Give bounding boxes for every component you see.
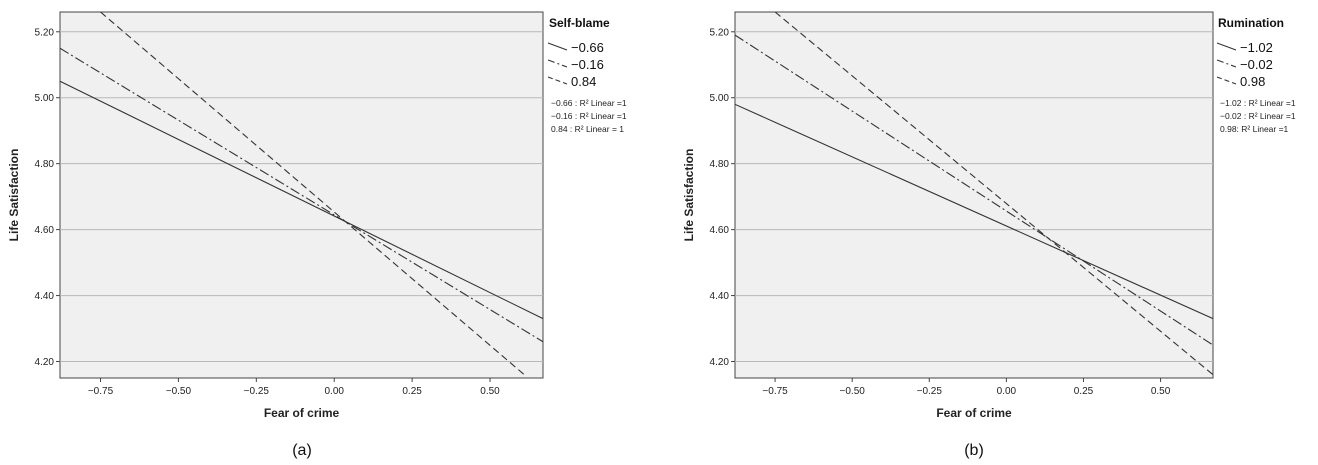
y-tick-label: 4.20 bbox=[710, 357, 730, 368]
legend-title: Rumination bbox=[1218, 16, 1284, 30]
series-line-2 bbox=[100, 12, 525, 376]
x-tick-label: −0.50 bbox=[840, 386, 866, 397]
y-tick-label: 5.20 bbox=[710, 27, 730, 38]
y-tick-label: 5.00 bbox=[710, 93, 730, 104]
chart-panel-a: 4.20 4.40 4.60 4.80 5.00 5.20 −0.75 −0.50 −0.25 0… bbox=[7, 11, 627, 459]
series-line-0 bbox=[735, 103, 1213, 320]
legend-label: −0.16 bbox=[571, 57, 604, 72]
x-tick-label: 0.50 bbox=[1151, 386, 1171, 397]
x-tick-label: 0.00 bbox=[997, 386, 1017, 397]
r2-label: −0.02 : R² Linear =1 bbox=[1220, 111, 1296, 121]
y-tick-label: 4.40 bbox=[35, 291, 55, 302]
legend-label: −0.02 bbox=[1240, 57, 1273, 72]
chart-panel-b: 4.20 4.40 4.60 4.80 5.00 5.20 −0.75 −0.50 −0.25 0… bbox=[682, 11, 1296, 459]
legend-label: 0.84 bbox=[571, 74, 596, 89]
y-axis-title: Life Satisfaction bbox=[7, 149, 21, 242]
legend-swatch-1 bbox=[547, 59, 568, 68]
x-axis-title: Fear of crime bbox=[936, 406, 1012, 420]
r2-label: 0.84 : R² Linear = 1 bbox=[551, 124, 624, 134]
x-tick-label: −0.75 bbox=[762, 386, 788, 397]
r2-label: −0.16 : R² Linear =1 bbox=[551, 111, 627, 121]
panel-caption: (a) bbox=[292, 442, 312, 459]
y-tick-label: 5.20 bbox=[35, 27, 55, 38]
legend-label: −0.66 bbox=[571, 40, 604, 55]
plot-area bbox=[734, 11, 1214, 379]
legend: Rumination −1.02 −0.02 0.98 −1.02 : R² Linea… bbox=[1216, 16, 1296, 134]
y-tick-label: 5.00 bbox=[35, 93, 55, 104]
y-tick-label: 4.60 bbox=[35, 225, 55, 236]
series-line-0 bbox=[60, 80, 543, 320]
r2-label: −0.66 : R² Linear =1 bbox=[551, 98, 627, 108]
panel-caption: (b) bbox=[964, 442, 984, 459]
x-tick-label: −0.25 bbox=[917, 386, 943, 397]
x-tick-label: 0.00 bbox=[324, 386, 344, 397]
series-line-1 bbox=[60, 47, 543, 343]
x-tick-label: −0.25 bbox=[244, 386, 270, 397]
x-tick-label: −0.50 bbox=[166, 386, 192, 397]
legend-label: 0.98 bbox=[1240, 74, 1265, 89]
x-axis-title: Fear of crime bbox=[264, 406, 340, 420]
y-tick-label: 4.60 bbox=[710, 225, 730, 236]
y-tick-label: 4.40 bbox=[710, 291, 730, 302]
x-tick-label: 0.50 bbox=[480, 386, 500, 397]
y-tick-label: 4.80 bbox=[35, 159, 55, 170]
legend-swatch-2 bbox=[547, 76, 568, 85]
legend: Self-blame −0.66 −0.16 0.84 −0.66 : R² Linea… bbox=[547, 16, 627, 134]
legend-swatch-2 bbox=[1216, 76, 1237, 85]
r2-label: −1.02 : R² Linear =1 bbox=[1220, 98, 1296, 108]
legend-swatch-0 bbox=[1216, 42, 1237, 51]
legend-swatch-0 bbox=[547, 42, 568, 51]
legend-swatch-1 bbox=[1216, 59, 1237, 68]
x-tick-label: −0.75 bbox=[88, 386, 114, 397]
series-line-1 bbox=[735, 34, 1213, 346]
legend-label: −1.02 bbox=[1240, 40, 1273, 55]
x-tick-label: 0.25 bbox=[402, 386, 422, 397]
y-tick-label: 4.80 bbox=[710, 159, 730, 170]
series-line-2 bbox=[774, 12, 1213, 376]
x-tick-label: 0.25 bbox=[1074, 386, 1094, 397]
plot-area bbox=[59, 11, 544, 379]
legend-title: Self-blame bbox=[549, 16, 610, 30]
r2-label: 0.98: R² Linear =1 bbox=[1220, 124, 1289, 134]
y-axis-title: Life Satisfaction bbox=[682, 149, 696, 242]
y-tick-label: 4.20 bbox=[35, 357, 55, 368]
